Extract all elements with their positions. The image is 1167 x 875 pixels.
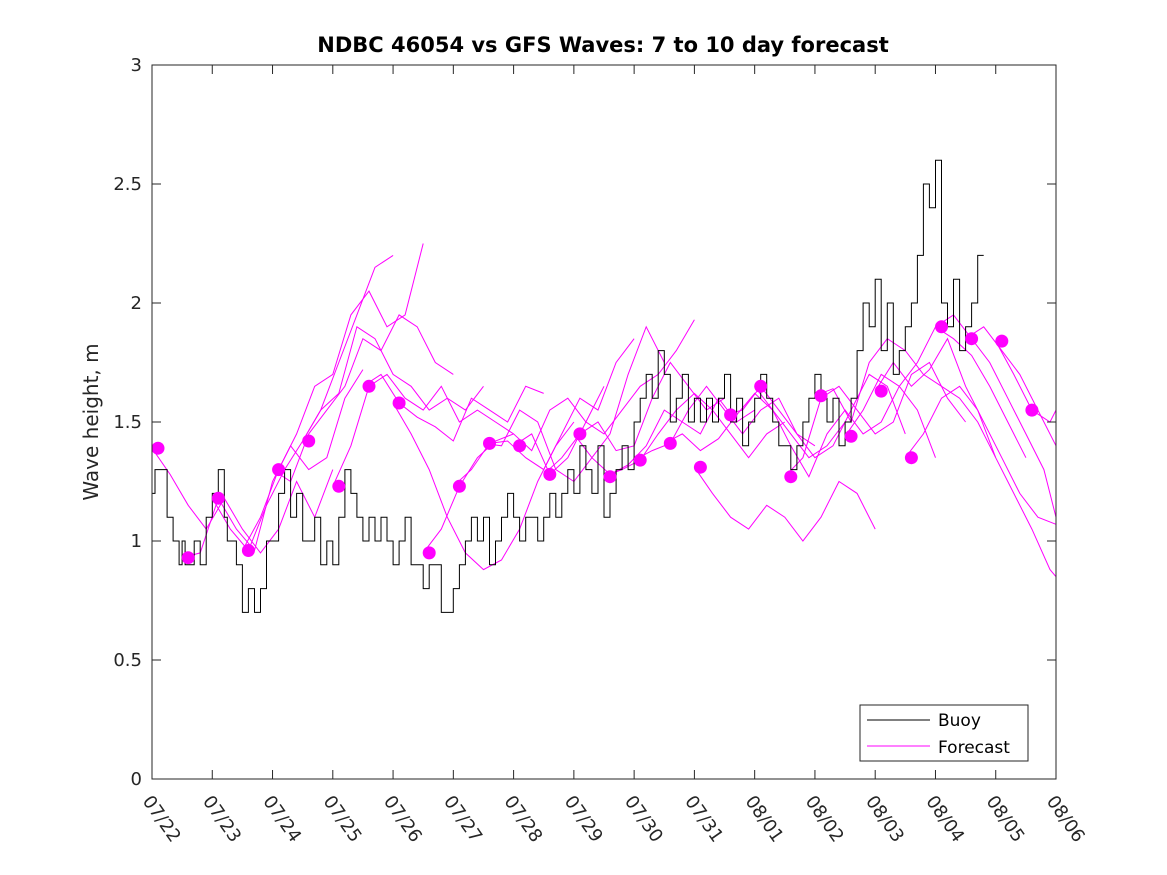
forecast-marker-0 [151,441,165,455]
y-axis: 0 0.5 1 1.5 2 2.5 3 [113,55,1056,790]
forecast-marker-7 [362,379,376,393]
forecast-marker-28 [995,334,1009,348]
forecast-marker-11 [483,436,496,450]
forecast-marker-18 [693,460,707,474]
y-tick-label-6: 3 [131,55,142,76]
y-tick-label-1: 0.5 [113,650,142,671]
forecast-marker-1 [181,551,195,565]
y-tick-label-5: 2.5 [113,174,142,195]
forecast-marker-21 [784,470,798,484]
chart-title: NDBC 46054 vs GFS Waves: 7 to 10 day for… [317,33,888,57]
forecast-marker-3 [241,544,255,557]
forecast-marker-25 [904,451,918,465]
y-axis-label: Wave height, m [79,343,103,500]
forecast-marker-14 [573,427,587,441]
forecast-line-7 [362,373,544,442]
legend-box [859,704,1029,762]
forecast-marker-2 [211,491,225,505]
plot-area [151,159,1057,613]
forecast-line-9 [422,386,605,554]
forecast-line-10 [452,338,635,487]
forecast-marker-19 [724,408,738,422]
forecast-line-18 [693,466,876,542]
forecast-line-19 [724,373,906,459]
y-tick-label-3: 1.5 [113,412,142,433]
forecast-marker-23 [844,429,858,443]
forecast-line-5 [302,326,484,442]
y-tick-label-2: 1 [131,531,142,552]
forecast-line-21 [784,361,966,478]
forecast-marker-6 [332,479,346,493]
forecast-marker-20 [754,379,768,393]
legend: Buoy Forecast [859,704,1029,762]
forecast-marker-5 [302,434,316,448]
forecast-marker-4 [272,463,286,477]
forecast-marker-24 [874,384,888,398]
y-tick-label-4: 2 [131,293,142,314]
forecast-marker-17 [663,436,677,450]
forecast-marker-15 [603,470,617,484]
forecast-line-6 [332,373,514,487]
y-tick-label-0: 0 [131,769,142,790]
forecast-line-4 [272,314,454,483]
forecast-marker-9 [422,546,436,560]
legend-label-forecast: Forecast [938,738,1010,758]
forecast-marker-29 [1025,403,1039,417]
forecast-marker-13 [543,467,557,481]
forecast-marker-12 [513,439,527,453]
forecast-line-24 [874,337,1057,525]
forecast-marker-10 [452,479,466,493]
forecast-line-25 [904,385,1057,578]
forecast-line-3 [241,243,424,551]
forecast-marker-26 [935,320,948,334]
forecast-marker-8 [392,396,406,410]
forecast-marker-27 [965,332,979,346]
legend-label-buoy: Buoy [938,711,981,731]
forecast-marker-22 [814,389,828,403]
forecast-marker-16 [633,453,647,467]
forecast-line-26 [935,314,1057,518]
buoy-line [152,159,984,613]
